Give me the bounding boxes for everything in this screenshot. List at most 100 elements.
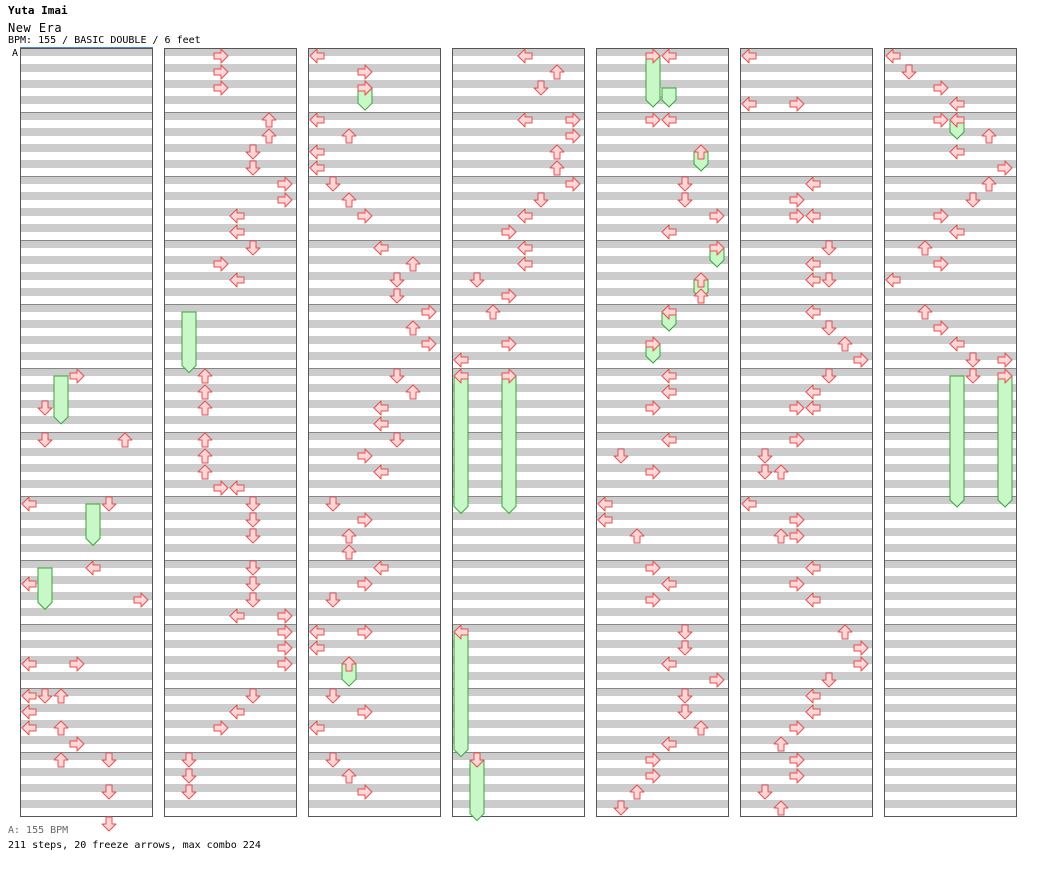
down-arrow-icon (821, 672, 837, 688)
beat-stripe (20, 752, 152, 760)
beat-stripe (596, 624, 728, 632)
right-arrow-icon (789, 432, 805, 448)
beat-stripe (740, 800, 872, 808)
beat-stripe (308, 368, 440, 376)
beat-stripe (596, 608, 728, 616)
left-arrow-icon (661, 656, 677, 672)
down-arrow-icon (325, 752, 341, 768)
beat-stripe (164, 192, 296, 200)
down-arrow-icon (101, 816, 117, 832)
chart-column-border (740, 48, 873, 817)
beat-stripe (20, 480, 152, 488)
beat-stripe (884, 48, 1016, 56)
left-arrow-icon (805, 704, 821, 720)
up-arrow-icon (485, 304, 501, 320)
left-arrow-icon (885, 48, 901, 64)
beat-stripe (452, 192, 584, 200)
up-arrow-icon (53, 720, 69, 736)
beat-stripe (596, 448, 728, 456)
beat-stripe (164, 128, 296, 136)
up-arrow-icon (117, 432, 133, 448)
beat-stripe (452, 288, 584, 296)
left-arrow-icon (805, 272, 821, 288)
down-arrow-icon (389, 272, 405, 288)
beat-stripe (164, 656, 296, 664)
beat-stripe (596, 576, 728, 584)
beat-stripe (452, 480, 584, 488)
beat-stripe (884, 608, 1016, 616)
beat-stripe (452, 448, 584, 456)
down-arrow-icon (677, 704, 693, 720)
beat-stripe (740, 208, 872, 216)
chart-stats: 211 steps, 20 freeze arrows, max combo 2… (8, 840, 261, 851)
left-arrow-icon (805, 208, 821, 224)
left-arrow-icon (373, 416, 389, 432)
beat-stripe (20, 800, 152, 808)
beat-stripe (308, 304, 440, 312)
right-arrow-icon (213, 256, 229, 272)
beat-stripe (740, 272, 872, 280)
beat-stripe (884, 224, 1016, 232)
left-arrow-icon (21, 720, 37, 736)
beat-stripe (884, 160, 1016, 168)
beat-stripe (452, 624, 584, 632)
beat-stripe (164, 512, 296, 520)
beat-stripe (740, 160, 872, 168)
beat-stripe (452, 752, 584, 760)
beat-stripe (308, 640, 440, 648)
down-arrow-icon (325, 688, 341, 704)
beat-stripe (740, 112, 872, 120)
up-arrow-icon (197, 400, 213, 416)
left-arrow-icon (229, 608, 245, 624)
right-arrow-icon (789, 528, 805, 544)
beat-stripe (308, 176, 440, 184)
beat-stripe (20, 320, 152, 328)
beat-stripe (596, 640, 728, 648)
beat-stripe (164, 704, 296, 712)
beat-stripe (308, 384, 440, 392)
beat-stripe (884, 768, 1016, 776)
beat-stripe (20, 176, 152, 184)
up-arrow-icon (197, 368, 213, 384)
down-arrow-icon (677, 176, 693, 192)
right-arrow-icon (789, 400, 805, 416)
right-arrow-icon (357, 448, 373, 464)
down-arrow-icon (533, 80, 549, 96)
beat-stripe (164, 560, 296, 568)
right-arrow-icon (501, 288, 517, 304)
beat-stripe (596, 672, 728, 680)
beat-stripe (164, 304, 296, 312)
beat-stripe (884, 240, 1016, 248)
right-arrow-icon (357, 784, 373, 800)
left-arrow-icon (805, 400, 821, 416)
right-arrow-icon (645, 592, 661, 608)
beat-stripe (596, 496, 728, 504)
left-arrow-icon (661, 304, 677, 320)
up-arrow-icon (341, 192, 357, 208)
left-arrow-icon (229, 224, 245, 240)
up-arrow-icon (197, 384, 213, 400)
down-arrow-icon (245, 144, 261, 160)
freeze-arrow-body (181, 311, 197, 374)
beat-stripe (164, 240, 296, 248)
beat-stripe (452, 128, 584, 136)
right-arrow-icon (357, 704, 373, 720)
beat-stripe (164, 752, 296, 760)
beat-stripe (884, 368, 1016, 376)
beat-stripe (452, 640, 584, 648)
down-arrow-icon (613, 448, 629, 464)
beat-stripe (20, 80, 152, 88)
beat-stripe (884, 592, 1016, 600)
freeze-arrow-body (949, 375, 965, 508)
beat-stripe (452, 272, 584, 280)
left-arrow-icon (805, 256, 821, 272)
beat-stripe (308, 752, 440, 760)
beat-stripe (164, 640, 296, 648)
left-arrow-icon (949, 224, 965, 240)
beat-stripe (740, 144, 872, 152)
up-arrow-icon (773, 800, 789, 816)
beat-stripe (452, 384, 584, 392)
beat-stripe (884, 320, 1016, 328)
down-arrow-icon (389, 432, 405, 448)
freeze-arrow-body (661, 87, 677, 108)
